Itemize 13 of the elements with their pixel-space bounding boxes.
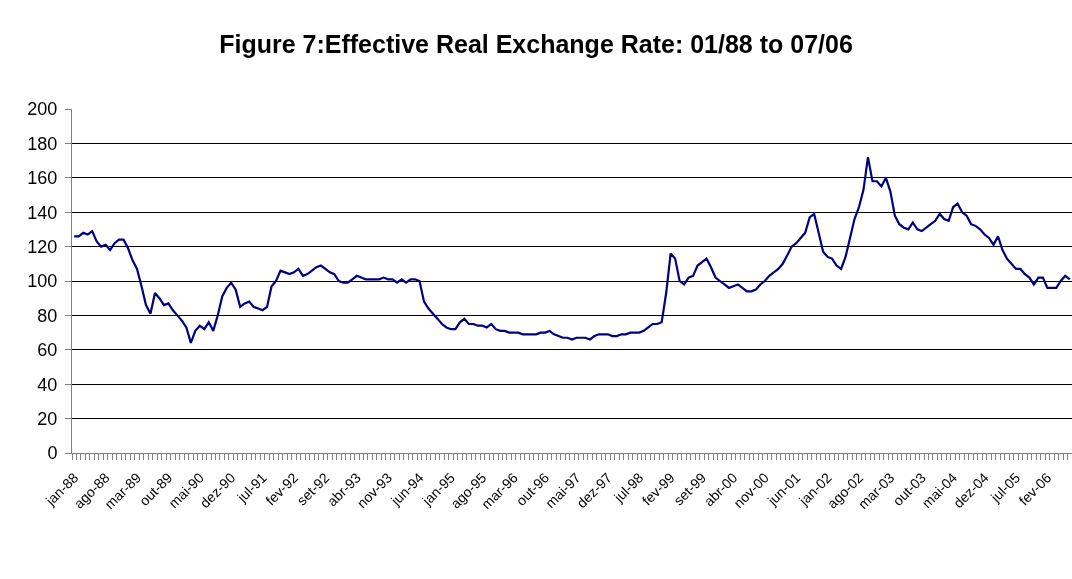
line-series: [73, 156, 1071, 345]
y-tick-label: 160: [27, 168, 58, 189]
y-tick-label: 120: [27, 236, 58, 257]
y-tick-label: 0: [47, 443, 58, 464]
y-tick-label: 100: [27, 271, 58, 292]
chart-title: Figure 7:Effective Real Exchange Rate: 01/88 to 07/06: [219, 29, 853, 58]
y-tick-label: 80: [37, 305, 58, 326]
y-tick-label: 20: [37, 408, 58, 429]
y-tick-label: 180: [27, 133, 58, 154]
y-tick-label: 60: [37, 340, 58, 361]
y-tick-label: 200: [27, 99, 58, 120]
y-tick-label: 40: [37, 374, 58, 395]
y-tick-label: 140: [27, 202, 58, 223]
